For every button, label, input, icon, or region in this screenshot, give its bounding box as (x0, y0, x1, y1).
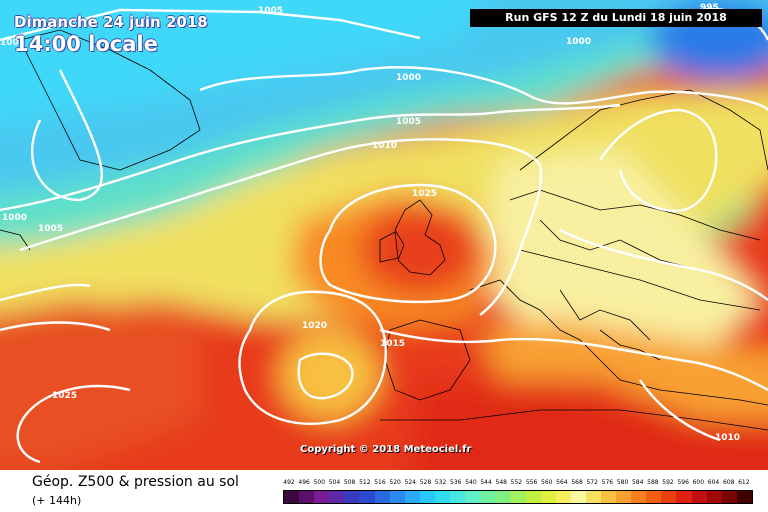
scale-label: 504 (328, 479, 341, 486)
scale-label: 508 (343, 479, 356, 486)
scale-label: 600 (692, 479, 705, 486)
scale-label: 544 (480, 479, 492, 486)
scale-swatch (691, 491, 707, 503)
scale-swatch (540, 491, 556, 503)
isobar-label-1025: 1025 (412, 189, 437, 199)
isobar-label-100-edge: 100 (0, 38, 19, 48)
scale-label: 568 (571, 479, 583, 486)
scale-swatch (450, 491, 466, 503)
scale-label: 516 (374, 479, 386, 486)
scale-swatch (299, 491, 315, 503)
isobar-label-1005-north: 1005 (396, 117, 421, 127)
scale-label: 520 (389, 479, 401, 486)
scale-label: 532 (434, 479, 447, 486)
scale-swatch (585, 491, 601, 503)
scale-swatch (480, 491, 496, 503)
isobar-label-1000-ne: 1000 (566, 37, 591, 47)
scale-label: 540 (465, 479, 477, 486)
scale-swatch (329, 491, 345, 503)
color-scale-labels: 492 496 500 504 508 512 516 520 524 528 532 536 540 5… (283, 479, 753, 489)
isobar-label-995: 995 (700, 3, 719, 13)
scale-label: 536 (450, 479, 462, 486)
scale-label: 576 (601, 479, 614, 486)
lead-time: (+ 144h) (32, 494, 82, 507)
weather-map: 1005 995 1000 100 1000 1005 1010 1025 10… (0, 0, 768, 470)
scale-swatch (284, 491, 300, 503)
scale-swatch (465, 491, 481, 503)
scale-swatch (525, 491, 541, 503)
scale-swatch (495, 491, 511, 503)
scale-swatch (389, 491, 405, 503)
map-footer: Géop. Z500 & pression au sol (+ 144h) 49… (0, 470, 768, 512)
scale-swatch (359, 491, 375, 503)
scale-label: 580 (616, 479, 629, 486)
scale-label: 596 (677, 479, 689, 486)
scale-swatch (721, 491, 737, 503)
model-run-label: Run GFS 12 Z du Lundi 18 juin 2018 (470, 9, 762, 27)
scale-swatch (676, 491, 692, 503)
scale-swatch (344, 491, 360, 503)
geopotential-field (0, 0, 768, 470)
isobar-label-1010-se: 1010 (715, 433, 740, 443)
scale-label: 496 (298, 479, 310, 486)
scale-label: 564 (556, 479, 568, 486)
isobar-label-1005-top: 1005 (258, 6, 283, 16)
scale-label: 552 (510, 479, 523, 486)
scale-swatch (631, 491, 647, 503)
scale-swatch (661, 491, 677, 503)
scale-swatch (616, 491, 632, 503)
scale-label: 592 (662, 479, 674, 486)
scale-label: 560 (541, 479, 553, 486)
scale-swatch (600, 491, 617, 503)
isobar-label-1010: 1010 (372, 141, 397, 151)
scale-swatch (510, 491, 526, 503)
scale-label: 548 (495, 479, 507, 486)
scale-label: 528 (419, 479, 432, 486)
scale-label: 604 (707, 479, 720, 486)
scale-swatch (419, 491, 435, 503)
isobar-label-1015: 1015 (380, 339, 405, 349)
scale-swatch (570, 491, 586, 503)
isobars (0, 7, 768, 464)
scale-swatch (555, 491, 571, 503)
isobar-label-1005-west: 1005 (38, 224, 63, 234)
scale-label: 608 (722, 479, 735, 486)
scale-label: 556 (525, 479, 538, 486)
scale-swatch (706, 491, 722, 503)
scale-swatch (434, 491, 451, 503)
scale-label: 584 (631, 479, 644, 486)
scale-swatch (374, 491, 390, 503)
isobar-label-1020: 1020 (302, 321, 327, 331)
scale-label: 612 (738, 479, 750, 486)
scale-swatch (314, 491, 330, 503)
scale-label: 512 (359, 479, 371, 486)
copyright-notice: Copyright © 2018 Meteociel.fr (300, 444, 472, 455)
scale-swatch (646, 491, 662, 503)
scale-label: 572 (586, 479, 598, 486)
isobar-label-1000-north: 1000 (396, 73, 421, 83)
scale-swatch (736, 491, 752, 503)
coastlines (0, 29, 768, 431)
scale-label: 588 (647, 479, 659, 486)
isobar-label-1025-sw: 1025 (52, 391, 77, 401)
scale-swatch (404, 491, 420, 503)
field-title: Géop. Z500 & pression au sol (32, 474, 239, 490)
scale-label: 524 (404, 479, 416, 486)
scale-label: 500 (313, 479, 326, 486)
forecast-time: 14:00 locale (14, 32, 158, 56)
isobar-label-group: 1005 995 1000 100 1000 1005 1010 1025 10… (0, 3, 740, 443)
isobar-label-1000-west: 1000 (2, 213, 27, 223)
color-scale-bar (283, 490, 753, 504)
forecast-date: Dimanche 24 juin 2018 (14, 13, 208, 31)
scale-label: 492 (283, 479, 295, 486)
